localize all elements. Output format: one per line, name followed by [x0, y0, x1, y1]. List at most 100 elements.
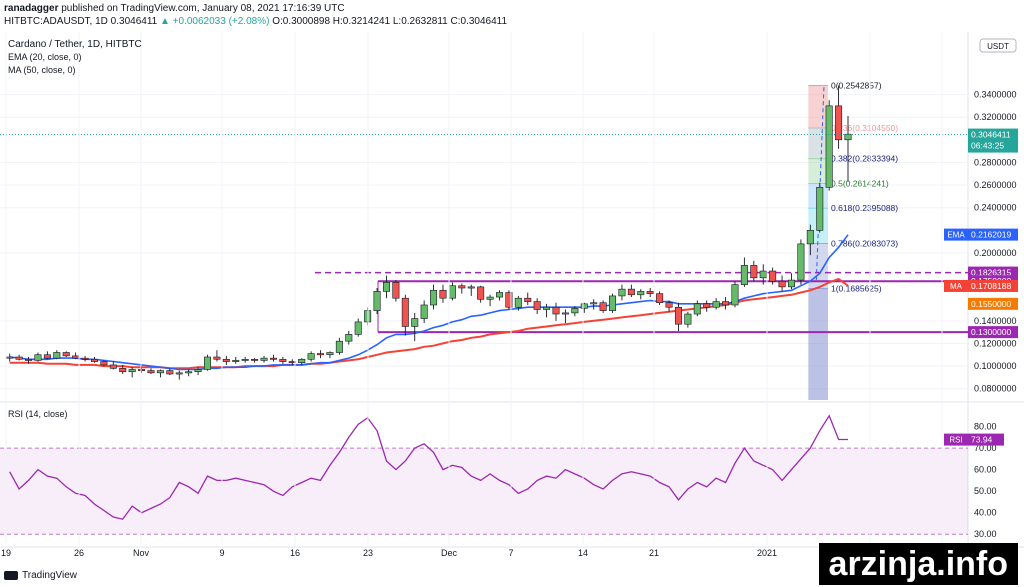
currency-badge[interactable]: USDT	[979, 38, 1017, 53]
candle	[609, 293, 617, 313]
candle-body	[335, 340, 343, 353]
candle-body	[656, 293, 664, 304]
candle	[458, 283, 466, 294]
rsi-tick-label: 30.00	[974, 529, 997, 539]
rsi-pane: 80.00 70.00 60.00 50.00 40.00 30.00 RSI 73.94	[0, 414, 1024, 548]
candle	[561, 309, 569, 324]
candle	[467, 284, 475, 296]
fib-extension-bar	[808, 288, 828, 400]
fib-trend-line	[815, 85, 825, 281]
fib-zone	[808, 127, 828, 159]
candle	[599, 300, 607, 313]
candle	[646, 288, 654, 298]
candle-body	[439, 289, 447, 299]
candle-body	[62, 352, 70, 357]
candle-body	[806, 230, 814, 245]
candle-body	[712, 301, 720, 308]
candle-body	[194, 369, 202, 373]
candle	[373, 288, 381, 315]
candle	[656, 291, 664, 305]
time-tick-label: 16	[290, 548, 300, 558]
candle-body	[825, 105, 833, 188]
ema-legend: EMA (20, close, 0)	[8, 52, 82, 62]
candle	[769, 267, 777, 285]
candle	[232, 357, 240, 364]
candle	[317, 350, 325, 359]
level-badge	[968, 326, 1018, 339]
candle	[665, 300, 673, 312]
rsi-tag	[944, 433, 968, 446]
candle	[674, 302, 682, 331]
candle-body	[618, 288, 626, 297]
publish-header: ranadagger published on TradingView.com,…	[0, 0, 1024, 30]
candle-body	[298, 358, 306, 363]
candle-body	[458, 285, 466, 289]
rsi-tick-label: 70.00	[974, 443, 997, 453]
candle-body	[505, 292, 513, 308]
candle-body	[147, 370, 155, 374]
level-badge-label: 0.1300000	[971, 327, 1011, 337]
candle-body	[90, 358, 98, 362]
candle-body	[53, 352, 61, 359]
candle-body	[571, 308, 579, 314]
candle	[382, 275, 390, 299]
candle-body	[279, 358, 287, 362]
candle-body	[100, 361, 108, 366]
site-watermark: arzinja.info	[818, 543, 1018, 585]
price-tick-label: 0.2000000	[974, 248, 1017, 258]
rsi-line	[9, 414, 848, 520]
candle-body	[599, 302, 607, 311]
candle	[505, 290, 513, 310]
candle-body	[703, 303, 711, 308]
candle	[53, 350, 61, 360]
author-name[interactable]: ranadagger	[4, 3, 59, 14]
candle-body	[382, 282, 390, 292]
candle-body	[25, 358, 33, 361]
candle-body	[646, 291, 654, 294]
candle	[731, 281, 739, 308]
candle-body	[486, 296, 494, 300]
fib-level-label: 0.786(0.2083073)	[831, 239, 898, 249]
candle	[477, 285, 485, 303]
candle-body	[185, 371, 193, 374]
fib-zone	[808, 158, 828, 184]
candle-body	[533, 301, 541, 310]
candle	[514, 295, 522, 311]
candle	[241, 357, 249, 363]
candle-body	[430, 289, 438, 306]
price-tick-label: 0.1200000	[974, 338, 1017, 348]
candle-body	[128, 369, 136, 373]
price-change: ▲ +0.0062033 (+2.08%)	[160, 16, 270, 27]
candle	[835, 85, 843, 149]
candle	[62, 351, 70, 358]
candle	[185, 369, 193, 377]
rsi-value-label: 73.94	[971, 435, 993, 445]
candle	[25, 357, 33, 364]
candle-body	[477, 286, 485, 300]
candle-body	[722, 301, 730, 306]
candle	[109, 361, 117, 370]
candle-body	[684, 313, 692, 325]
candle	[251, 358, 259, 363]
candle	[806, 224, 814, 256]
rsi-legend: RSI (14, close)	[8, 409, 68, 419]
time-tick-label: 9	[219, 548, 224, 558]
candle	[128, 367, 136, 378]
time-tick-label: 7	[508, 548, 513, 558]
candle	[759, 264, 767, 285]
candle	[298, 358, 306, 365]
candle-body	[354, 321, 362, 335]
tradingview-logo[interactable]: TradingView	[4, 570, 77, 581]
fib-zone	[808, 243, 828, 289]
price-tick-label: 0.0800000	[974, 384, 1017, 394]
time-tick-label: 26	[74, 548, 84, 558]
candle	[204, 354, 212, 371]
candle	[750, 260, 758, 282]
rsi-tick-label: 60.00	[974, 465, 997, 475]
fib-level-label: 0.5(0.2614241)	[831, 178, 889, 188]
indicator-value-badge	[968, 297, 1018, 310]
last-price-label: 0.3046411	[971, 130, 1011, 140]
candle-body	[392, 282, 400, 299]
tradingview-icon	[4, 571, 18, 580]
